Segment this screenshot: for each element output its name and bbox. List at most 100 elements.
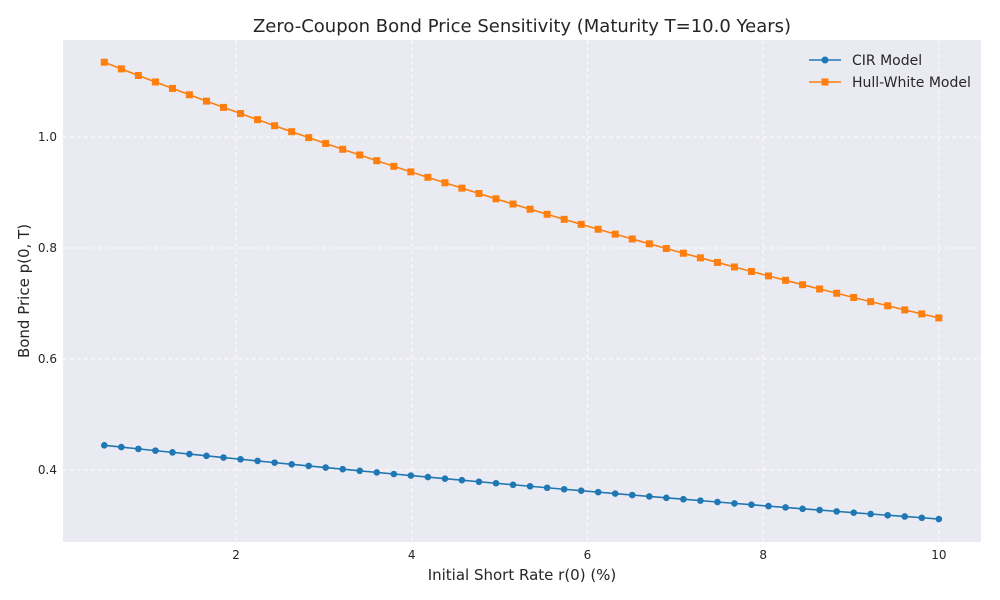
data-point-cir — [407, 472, 415, 479]
data-point-cir — [100, 442, 108, 449]
data-point-cir — [714, 498, 721, 506]
x-tick-label: 4 — [408, 548, 416, 562]
data-point-hull-white — [696, 254, 704, 262]
data-point-cir — [697, 497, 704, 504]
data-point-cir — [577, 487, 585, 494]
data-point-hull-white — [543, 210, 551, 218]
plot-area — [63, 40, 981, 542]
data-point-cir — [816, 506, 823, 514]
data-point-cir — [765, 502, 772, 510]
data-point-cir — [254, 457, 261, 465]
data-point-hull-white — [867, 298, 875, 306]
data-point-hull-white — [305, 134, 313, 142]
data-point-hull-white — [117, 65, 125, 73]
data-point-cir — [441, 475, 449, 482]
data-point-cir — [492, 479, 500, 487]
data-point-hull-white — [185, 91, 193, 99]
data-point-cir — [203, 452, 210, 460]
data-point-cir — [118, 443, 125, 451]
data-point-hull-white — [509, 200, 517, 208]
data-point-hull-white — [799, 281, 807, 289]
data-point-hull-white — [901, 306, 909, 314]
data-point-hull-white — [339, 145, 347, 153]
data-point-hull-white — [237, 110, 245, 118]
data-point-cir — [288, 460, 295, 468]
data-point-cir — [220, 454, 227, 461]
data-point-hull-white — [850, 293, 858, 301]
y-tick-label: 0.6 — [38, 352, 57, 366]
data-point-hull-white — [662, 245, 670, 253]
data-point-cir — [543, 484, 551, 492]
data-point-cir — [186, 450, 193, 458]
x-tick-label: 10 — [931, 548, 946, 562]
data-point-hull-white — [134, 72, 142, 80]
data-point-cir — [731, 500, 738, 507]
data-point-cir — [169, 449, 176, 456]
data-point-hull-white — [373, 157, 381, 165]
data-point-cir — [390, 470, 398, 478]
legend: CIR Model Hull-White Model — [809, 53, 971, 91]
data-point-hull-white — [100, 58, 108, 66]
data-point-hull-white — [935, 314, 943, 322]
y-tick-label: 0.4 — [38, 463, 57, 477]
data-point-cir — [850, 509, 858, 516]
data-point-hull-white — [577, 220, 585, 228]
data-point-hull-white — [713, 258, 721, 266]
data-point-cir — [935, 515, 943, 523]
data-point-hull-white — [611, 230, 619, 238]
data-point-cir — [424, 473, 432, 481]
data-point-hull-white — [458, 184, 466, 192]
data-point-hull-white — [151, 78, 159, 86]
data-point-hull-white — [884, 302, 892, 310]
data-point-hull-white — [764, 272, 772, 280]
data-point-cir — [867, 510, 874, 518]
data-point-cir — [356, 467, 364, 475]
y-tick-label: 1.0 — [38, 130, 57, 144]
data-point-cir — [458, 476, 466, 484]
data-point-hull-white — [271, 122, 279, 130]
data-point-cir — [748, 501, 755, 509]
data-point-hull-white — [322, 139, 330, 147]
data-point-cir — [305, 462, 313, 470]
legend-marker-hull-white — [821, 78, 829, 86]
data-point-cir — [645, 493, 653, 500]
x-tick-label: 6 — [584, 548, 592, 562]
data-point-cir — [152, 447, 159, 454]
data-point-hull-white — [816, 285, 824, 293]
data-point-cir — [526, 482, 534, 490]
data-point-cir — [475, 478, 483, 486]
data-point-cir — [833, 508, 840, 515]
data-point-cir — [271, 459, 278, 466]
data-point-hull-white — [475, 189, 483, 197]
data-point-hull-white — [730, 263, 738, 271]
data-point-hull-white — [168, 84, 176, 92]
legend-label-cir: CIR Model — [852, 53, 922, 69]
data-point-cir — [560, 485, 568, 493]
data-point-hull-white — [747, 267, 755, 275]
y-axis-label: Bond Price p(0, T) — [15, 224, 33, 358]
legend-marker-cir — [821, 56, 829, 64]
data-point-cir — [663, 494, 670, 502]
data-point-cir — [509, 481, 517, 489]
x-axis-label: Initial Short Rate r(0) (%) — [428, 566, 617, 584]
data-point-cir — [237, 455, 244, 463]
x-tick-label: 8 — [759, 548, 767, 562]
data-point-cir — [611, 490, 619, 497]
data-point-cir — [339, 465, 347, 473]
data-point-hull-white — [560, 215, 568, 223]
data-point-cir — [135, 445, 142, 453]
legend-label-hull-white: Hull-White Model — [852, 75, 971, 91]
data-point-hull-white — [492, 195, 500, 203]
data-point-cir — [782, 504, 789, 511]
chart-title: Zero-Coupon Bond Price Sensitivity (Matu… — [253, 16, 791, 37]
data-point-hull-white — [594, 225, 602, 233]
data-point-cir — [901, 513, 909, 520]
data-point-cir — [680, 495, 687, 503]
data-point-hull-white — [219, 103, 227, 111]
data-point-hull-white — [202, 97, 210, 105]
data-point-cir — [322, 464, 329, 471]
data-point-hull-white — [833, 289, 841, 297]
data-point-hull-white — [918, 310, 926, 318]
data-point-cir — [628, 491, 636, 499]
data-point-hull-white — [645, 240, 653, 248]
